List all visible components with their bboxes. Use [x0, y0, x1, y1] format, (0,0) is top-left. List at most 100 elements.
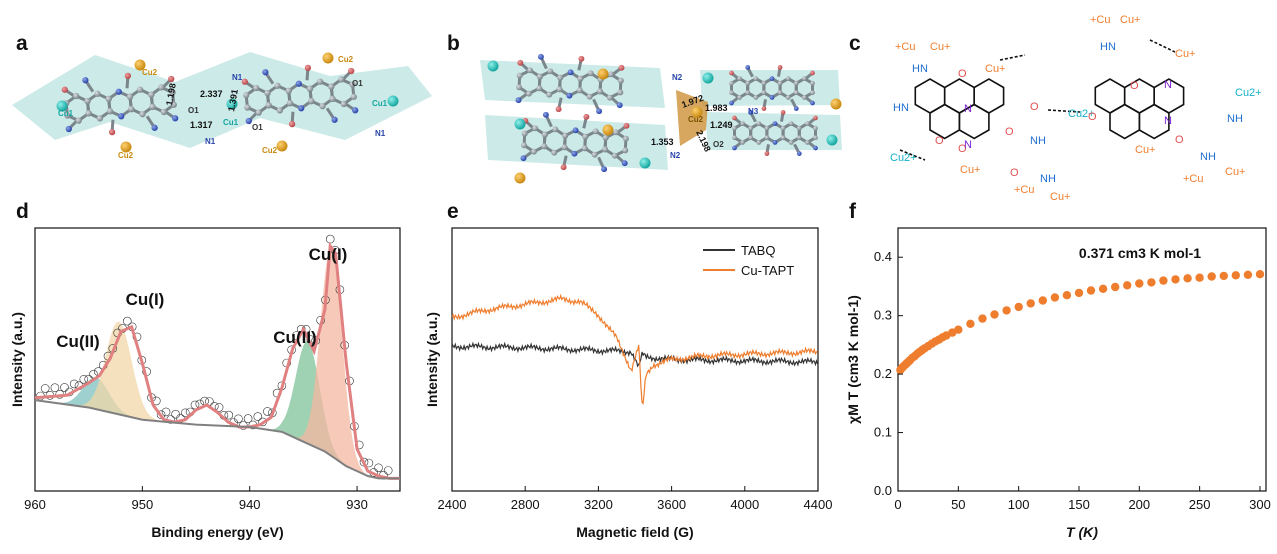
- x-tick-label: 3200: [584, 497, 613, 512]
- atom: [581, 145, 588, 152]
- chem-label: NH: [1227, 113, 1243, 125]
- coordination-bond: [999, 54, 1026, 61]
- atom: [169, 89, 176, 96]
- x-tick-label: 960: [24, 497, 46, 512]
- atom: [596, 108, 603, 115]
- atom: [118, 113, 125, 120]
- data-point: [1026, 299, 1035, 308]
- metal-atom: [120, 141, 132, 153]
- atom: [777, 65, 783, 70]
- data-point: [1014, 302, 1023, 312]
- atom: [295, 80, 302, 87]
- atom: [516, 72, 523, 79]
- atom: [566, 92, 573, 99]
- atom: [298, 105, 305, 112]
- y-tick-label: 0.1: [874, 425, 892, 440]
- metal-atom: [276, 140, 288, 152]
- atom: [586, 93, 593, 100]
- atom: [745, 65, 751, 70]
- atom: [793, 80, 799, 86]
- x-tick-label: 930: [346, 497, 368, 512]
- atom: [578, 55, 585, 62]
- atom: [748, 125, 754, 131]
- structure-a: 1.198 2.337 1.391 1.317 Cu1 Cu1 Cu1 Cu2 …: [12, 52, 432, 160]
- atom: [168, 75, 175, 83]
- peak-annotation: Cu(I): [309, 245, 348, 264]
- atom: [556, 86, 563, 93]
- atom: [551, 149, 558, 156]
- atom: [158, 84, 165, 91]
- data-point: [1074, 288, 1084, 298]
- atom: [602, 134, 609, 141]
- atom: [350, 93, 357, 100]
- data-point: [1147, 278, 1156, 287]
- atom: [769, 76, 775, 81]
- atom: [151, 124, 158, 131]
- atom: [541, 143, 548, 150]
- atom: [622, 135, 629, 142]
- chem-label: Cu+: [930, 41, 951, 53]
- atom-label: N2: [670, 151, 681, 160]
- metal-atom: [691, 106, 703, 118]
- raw-data-point: [181, 408, 190, 418]
- atom: [617, 89, 624, 96]
- atom: [547, 68, 554, 75]
- atom: [124, 72, 132, 80]
- atom: [542, 111, 549, 118]
- atom-label: Cu2: [688, 115, 704, 124]
- raw-data-point: [374, 463, 383, 473]
- atom: [244, 104, 251, 111]
- atom: [772, 140, 778, 145]
- atom: [810, 90, 815, 96]
- data-point: [1219, 271, 1229, 281]
- atom: [245, 117, 252, 125]
- x-tick-label: 250: [1189, 497, 1211, 512]
- atom: [308, 97, 315, 105]
- atom: [622, 147, 629, 154]
- data-point: [1171, 275, 1180, 284]
- atom: [340, 100, 347, 108]
- x-tick-label: 150: [1068, 497, 1090, 512]
- chem-label: Cu+: [1225, 166, 1246, 178]
- raw-data-point: [40, 384, 50, 393]
- panel-letter-a: a: [16, 32, 28, 55]
- panel-letter-c: c: [849, 32, 861, 55]
- atom: [572, 127, 579, 134]
- atom-label: Cu1: [372, 99, 388, 108]
- atom: [780, 135, 786, 141]
- atom: [546, 91, 553, 98]
- atom: [732, 125, 737, 131]
- peak-cu1-2p32: [35, 245, 400, 479]
- bond-length: 2.337: [200, 89, 223, 99]
- atom: [515, 97, 522, 104]
- chem-label: Cu+: [1050, 191, 1071, 203]
- atom: [611, 152, 618, 159]
- raw-data-point: [263, 407, 272, 416]
- metal-atom: [322, 52, 334, 64]
- atom: [796, 151, 802, 156]
- chem-label: N: [1164, 115, 1172, 127]
- atom: [536, 85, 543, 92]
- atom: [521, 142, 528, 149]
- raw-data-point: [325, 234, 335, 244]
- chem-label: Cu+: [985, 63, 1006, 75]
- metal-atom: [830, 98, 842, 110]
- atom: [805, 140, 810, 145]
- atom: [316, 78, 324, 85]
- structure-b: 1.972 1.983 1.249 1.353 2.198 N2 N2 Cu2 …: [480, 53, 842, 184]
- value-annotation: 0.371 cm3 K mol-1: [1079, 245, 1201, 261]
- data-point: [1111, 282, 1120, 292]
- atom: [286, 100, 294, 107]
- atom: [796, 135, 802, 141]
- atom: [96, 115, 104, 122]
- atom: [521, 130, 528, 137]
- background-line: [34, 399, 400, 480]
- atom: [810, 100, 815, 106]
- x-axis-title: Magnetic field (G): [576, 524, 693, 540]
- atom: [562, 132, 569, 139]
- metal-atom: [639, 157, 651, 169]
- atom: [606, 94, 613, 101]
- raw-data-point: [171, 409, 180, 419]
- atom: [557, 74, 564, 81]
- chem-label: +Cu: [1014, 184, 1035, 196]
